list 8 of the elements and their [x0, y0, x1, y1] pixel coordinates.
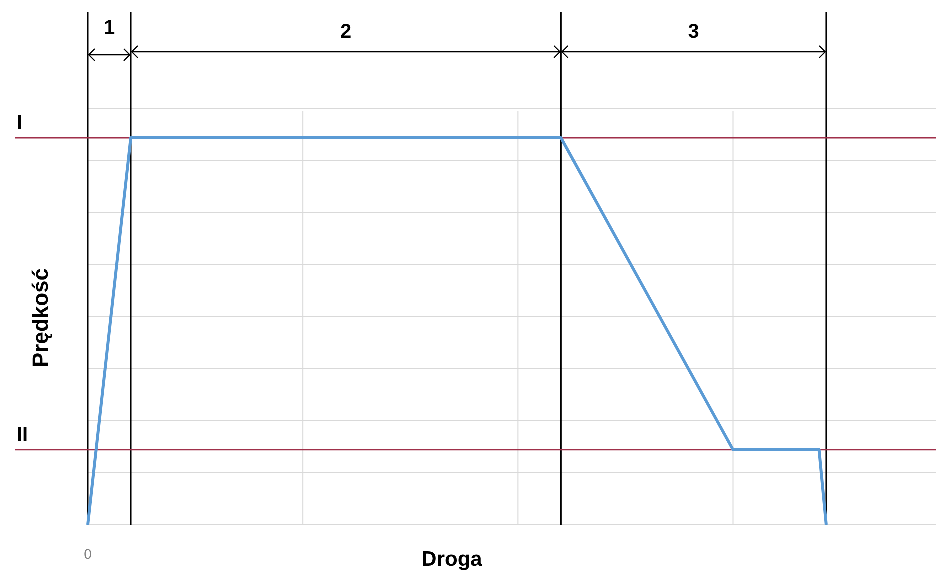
text: 2: [340, 21, 352, 43]
text: 0: [84, 546, 92, 562]
ref-line-label: II: [17, 424, 28, 446]
x-axis-title: Droga: [422, 548, 483, 571]
y-axis-title: Prędkość: [28, 268, 53, 368]
ref-line-label: I: [17, 112, 23, 134]
text: 3: [688, 21, 700, 43]
text: 1: [104, 17, 116, 39]
